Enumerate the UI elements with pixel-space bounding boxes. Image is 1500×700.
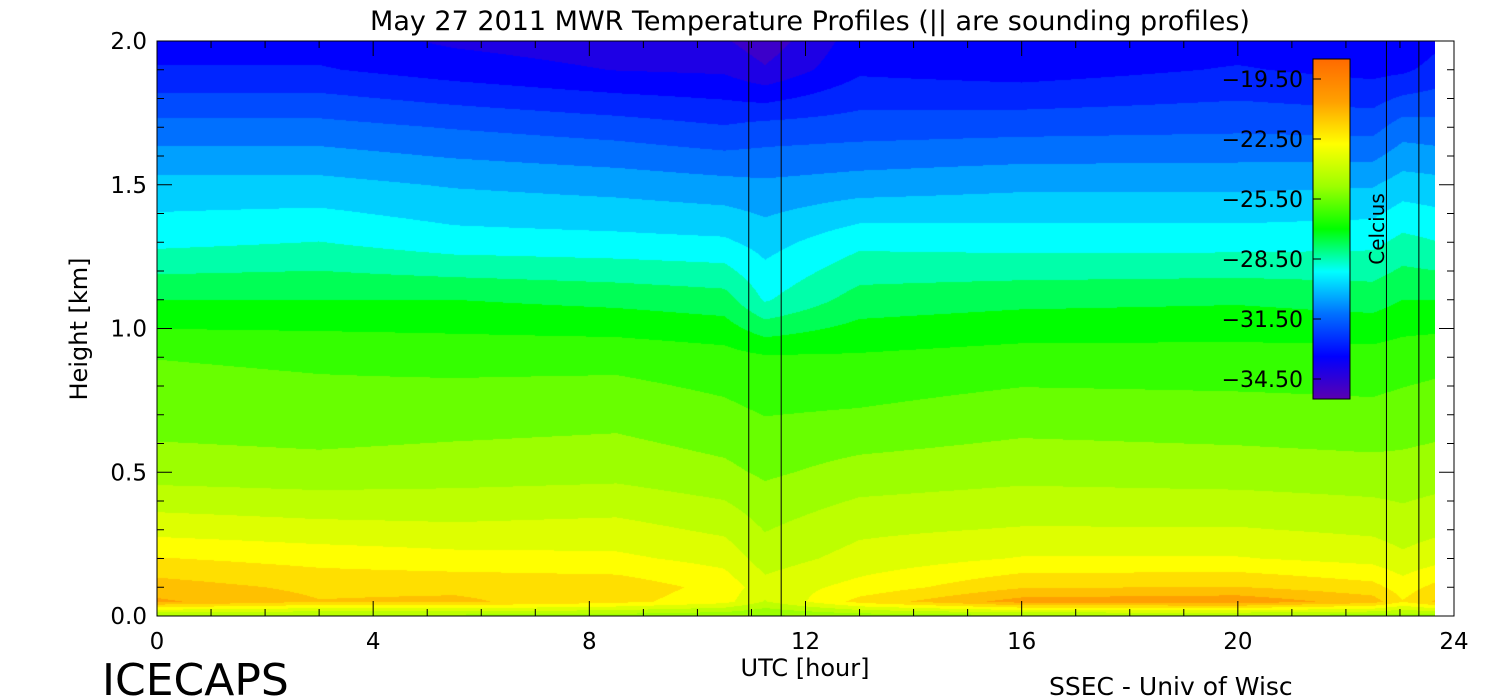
temperature-heatmap [157, 41, 1435, 616]
chart-title: May 27 2011 MWR Temperature Profiles (||… [370, 6, 1250, 37]
x-axis-label: UTC [hour] [741, 654, 870, 682]
colorbar-tick-label: −22.50 [1222, 128, 1303, 153]
colorbar: −19.50 −22.50 −25.50 −28.50 −31.50 −34.50 Celc… [1222, 58, 1389, 400]
colorbar-tick-label: −28.50 [1222, 248, 1303, 273]
colorbar-tick-label: −19.50 [1222, 68, 1303, 93]
x-tick-label: 12 [791, 629, 820, 655]
ssec-credit-label: SSEC - Univ of Wisc [1049, 672, 1293, 700]
colorbar-tick-label: −34.50 [1222, 368, 1303, 393]
sounding-markers [748, 41, 1420, 616]
x-tick-label: 4 [366, 629, 381, 655]
x-tick-label: 20 [1223, 629, 1252, 655]
heatmap-holder [157, 41, 1435, 616]
colorbar-tick-label: −31.50 [1222, 308, 1303, 333]
y-tick-label: 0.5 [110, 460, 147, 486]
colorbar-scale [1312, 58, 1351, 400]
axis-ticks: 0 4 8 12 16 20 24 0.0 0.5 1.0 1.5 2.0 [110, 29, 1468, 655]
colorbar-label: Celcius [1365, 193, 1389, 264]
x-tick-label: 24 [1439, 629, 1468, 655]
x-tick-label: 16 [1007, 629, 1036, 655]
x-tick-label: 8 [582, 629, 597, 655]
y-tick-label: 1.5 [110, 173, 147, 199]
icecaps-label: ICECAPS [102, 655, 289, 700]
y-tick-label: 1.0 [110, 317, 147, 343]
colorbar-tick-label: −25.50 [1222, 188, 1303, 213]
y-axis-label: Height [km] [65, 258, 93, 401]
x-tick-label: 0 [150, 629, 165, 655]
y-tick-label: 2.0 [110, 29, 147, 55]
y-tick-label: 0.0 [110, 604, 147, 630]
